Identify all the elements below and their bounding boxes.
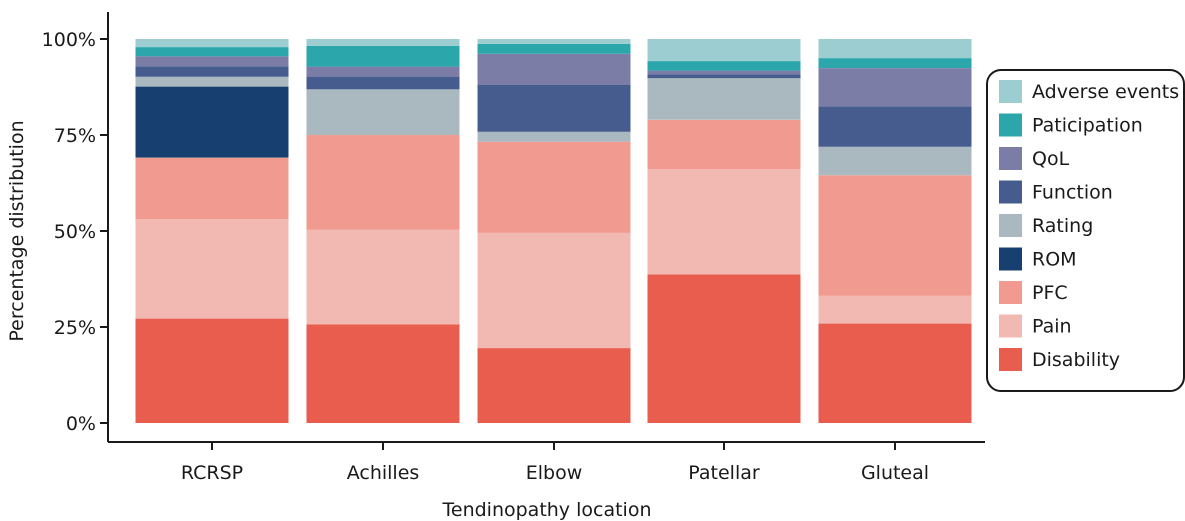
bar-segment-rcrsp-pfc <box>135 157 289 220</box>
x-tick-label: Achilles <box>347 462 420 484</box>
legend-label-disability: Disability <box>1032 349 1120 371</box>
bar-segment-patellar-qol <box>647 70 801 75</box>
bar-segment-gluteal-function <box>818 106 972 147</box>
bar-segment-patellar-function <box>647 74 801 79</box>
bar-segment-patellar-pain <box>647 169 801 275</box>
bar-segment-rcrsp-adverse-events <box>135 39 289 48</box>
bar-segment-achilles-adverse-events <box>306 39 460 46</box>
bar-segment-elbow-adverse-events <box>477 39 631 44</box>
bar-segment-patellar-rating <box>647 78 801 120</box>
legend-swatch-pfc <box>999 281 1022 304</box>
x-tick-label: Gluteal <box>861 462 929 484</box>
bar-segment-achilles-qol <box>306 66 460 77</box>
bar-segment-rcrsp-rom <box>135 86 289 158</box>
bar-segment-achilles-pfc <box>306 135 460 230</box>
legend-label-rating: Rating <box>1032 215 1093 237</box>
legend: Adverse events Paticipation QoL Function Rat… <box>986 69 1185 392</box>
bar-segment-elbow-function <box>477 85 631 132</box>
bar-segment-rcrsp-qol <box>135 56 289 67</box>
bar-segment-elbow-pain <box>477 232 631 349</box>
bars-layer <box>135 39 972 423</box>
bar-segment-patellar-pfc <box>647 119 801 170</box>
y-tick-label: 25% <box>54 317 96 339</box>
bar-segment-achilles-pain <box>306 229 460 325</box>
legend-label-adverse-events: Adverse events <box>1032 81 1179 103</box>
legend-label-paticipation: Paticipation <box>1032 115 1143 137</box>
bar-segment-gluteal-pain <box>818 295 972 324</box>
legend-swatch-rating <box>999 214 1022 237</box>
legend-swatch-pain <box>999 314 1022 338</box>
bar-segment-gluteal-paticipation <box>818 58 972 68</box>
bar-segment-achilles-function <box>306 76 460 90</box>
legend-swatch-disability <box>999 348 1022 371</box>
x-axis-title: Tendinopathy location <box>442 499 652 521</box>
bar-segment-achilles-rating <box>306 89 460 135</box>
legend-label-qol: QoL <box>1032 148 1070 170</box>
bar-segment-patellar-paticipation <box>647 61 801 71</box>
legend-label-function: Function <box>1032 182 1113 204</box>
y-tick-label: 50% <box>54 221 96 243</box>
x-tick-label: RCRSP <box>181 462 243 484</box>
legend-label-pfc: PFC <box>1032 282 1068 304</box>
legend-frame <box>986 69 1185 392</box>
bar-segment-rcrsp-function <box>135 66 289 77</box>
legend-swatch-paticipation <box>999 113 1022 137</box>
legend-swatch-qol <box>999 147 1022 170</box>
y-axis-title: Percentage distribution <box>6 120 28 341</box>
ticks-layer: 0% 25% 50% 75% 100% RCRSP Achilles Elbow Patella… <box>42 29 929 484</box>
bar-segment-gluteal-pfc <box>818 175 972 296</box>
bar-segment-elbow-qol <box>477 53 631 85</box>
bar-segment-gluteal-rating <box>818 146 972 176</box>
bar-segment-rcrsp-rating <box>135 76 289 87</box>
y-tick-label: 0% <box>66 413 96 435</box>
x-tick-label: Elbow <box>526 462 583 484</box>
legend-swatch-adverse-events <box>999 80 1022 103</box>
legend-swatch-function <box>999 180 1022 204</box>
bar-segment-gluteal-qol <box>818 68 972 107</box>
axes-layer <box>107 12 985 443</box>
bar-segment-patellar-adverse-events <box>647 39 801 62</box>
bar-segment-elbow-disability <box>477 348 631 423</box>
bar-segment-patellar-disability <box>647 274 801 423</box>
x-tick-label: Patellar <box>688 462 760 484</box>
bar-segment-gluteal-disability <box>818 323 972 423</box>
bar-segment-elbow-paticipation <box>477 43 631 54</box>
y-tick-label: 75% <box>54 125 96 147</box>
bar-segment-achilles-disability <box>306 324 460 423</box>
bar-segment-rcrsp-paticipation <box>135 47 289 57</box>
bar-segment-elbow-rating <box>477 131 631 142</box>
bar-segment-achilles-paticipation <box>306 45 460 67</box>
bar-segment-rcrsp-disability <box>135 318 289 423</box>
legend-swatch-rom <box>999 247 1022 271</box>
legend-label-rom: ROM <box>1032 249 1077 271</box>
bar-segment-gluteal-adverse-events <box>818 39 972 59</box>
bar-segment-elbow-pfc <box>477 141 631 233</box>
legend-label-pain: Pain <box>1032 316 1072 338</box>
bar-segment-rcrsp-pain <box>135 219 289 319</box>
y-tick-label: 100% <box>42 29 96 51</box>
